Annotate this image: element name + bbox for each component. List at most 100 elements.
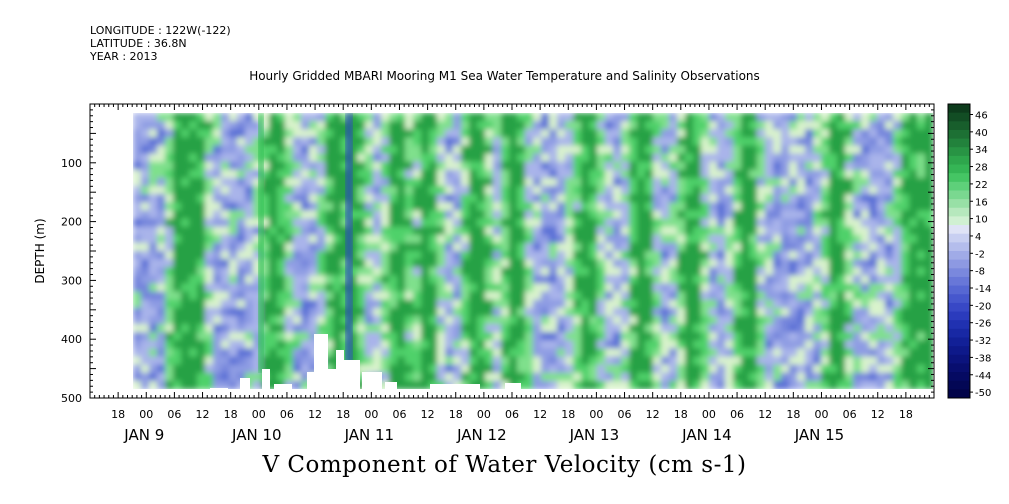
x-hour-tick-label: 12 (196, 408, 210, 421)
colorbar-swatch (948, 354, 970, 364)
colorbar-label: -20 (975, 301, 991, 312)
x-hour-tick-label: 18 (224, 408, 238, 421)
colorbar-swatch (948, 233, 970, 243)
latitude-label: LATITUDE : 36.8N (90, 37, 187, 50)
colorbar-swatch (948, 225, 970, 235)
colorbar-swatch (948, 320, 970, 330)
colorbar-label: 22 (975, 180, 988, 191)
x-day-label: JAN 13 (569, 426, 620, 444)
colorbar-swatch (948, 251, 970, 261)
x-hour-tick-label: 00 (252, 408, 266, 421)
x-day-label: JAN 10 (231, 426, 282, 444)
x-hour-tick-label: 18 (449, 408, 463, 421)
y-tick-label: 200 (61, 216, 82, 229)
x-hour-tick-label: 12 (308, 408, 322, 421)
colorbar-label: -14 (975, 284, 991, 295)
x-day-label: JAN 9 (123, 426, 164, 444)
colorbar-label: -8 (975, 267, 985, 278)
colorbar-label: 4 (975, 232, 981, 243)
colorbar-swatch (948, 104, 970, 114)
x-hour-tick-label: 06 (167, 408, 181, 421)
colorbar-swatch (948, 268, 970, 278)
x-hour-tick-label: 12 (646, 408, 660, 421)
colorbar-swatch (948, 363, 970, 373)
colorbar-swatch (948, 259, 970, 269)
x-hour-tick-label: 12 (533, 408, 547, 421)
x-hour-tick-label: 00 (477, 408, 491, 421)
colorbar-swatch (948, 138, 970, 148)
x-hour-tick-label: 06 (618, 408, 632, 421)
colorbar-swatch (948, 173, 970, 183)
colorbar-label: 28 (975, 163, 988, 174)
x-hour-tick-label: 00 (139, 408, 153, 421)
colorbar-label: -2 (975, 249, 985, 260)
y-tick-label: 100 (61, 157, 82, 170)
colorbar-swatch (948, 181, 970, 191)
colorbar-swatch (948, 199, 970, 209)
colorbar-swatch (948, 328, 970, 338)
colorbar-swatch (948, 207, 970, 217)
year-label: YEAR : 2013 (90, 50, 158, 63)
colorbar-swatch (948, 242, 970, 252)
x-day-label: JAN 15 (794, 426, 845, 444)
x-hour-tick-label: 18 (111, 408, 125, 421)
longitude-label: LONGITUDE : 122W(-122) (90, 24, 231, 37)
colorbar-swatch (948, 389, 970, 399)
y-tick-label: 300 (61, 274, 82, 287)
colorbar-swatch (948, 155, 970, 166)
colorbar-label: -26 (975, 319, 991, 330)
x-hour-tick-label: 12 (421, 408, 435, 421)
y-axis-label: DEPTH (m) (33, 218, 47, 283)
y-tick-label: 400 (61, 333, 82, 346)
colorbar-swatch (948, 311, 970, 321)
colorbar-swatch (948, 276, 970, 287)
x-day-label: JAN 11 (344, 426, 395, 444)
x-hour-tick-label: 18 (786, 408, 800, 421)
colorbar-swatch (948, 112, 970, 122)
colorbar-swatch (948, 190, 970, 200)
colorbar-label: -44 (975, 371, 991, 382)
x-hour-tick-label: 18 (899, 408, 913, 421)
x-hour-tick-label: 06 (280, 408, 294, 421)
colorbar-swatch (948, 285, 970, 295)
colorbar-swatch (948, 147, 970, 157)
colorbar-swatch (948, 164, 970, 174)
x-hour-tick-label: 00 (702, 408, 716, 421)
colorbar-label: -38 (975, 353, 991, 364)
x-hour-tick-label: 00 (814, 408, 828, 421)
colorbar-swatch (948, 372, 970, 382)
x-hour-tick-label: 18 (674, 408, 688, 421)
missing-data-gaps (90, 105, 933, 397)
x-hour-tick-label: 00 (589, 408, 603, 421)
colorbar-swatch (948, 121, 970, 131)
colorbar-swatch (948, 216, 970, 226)
colorbar-label: -50 (975, 388, 991, 399)
x-hour-tick-label: 06 (505, 408, 519, 421)
colorbar-swatch (948, 294, 970, 304)
x-hour-tick-label: 06 (730, 408, 744, 421)
colorbar-label: 16 (975, 197, 988, 208)
colorbar-swatch (948, 380, 970, 390)
colorbar-swatch (948, 129, 970, 140)
chart-title: Hourly Gridded MBARI Mooring M1 Sea Wate… (249, 69, 760, 83)
x-hour-tick-label: 18 (336, 408, 350, 421)
x-day-label: JAN 14 (681, 426, 732, 444)
colorbar-label: 10 (975, 215, 988, 226)
colorbar-swatch (948, 337, 970, 347)
y-tick-label: 500 (61, 392, 82, 405)
variable-title: V Component of Water Velocity (cm s-1) (262, 452, 747, 478)
colorbar-swatch (948, 302, 970, 313)
velocity-field (133, 113, 933, 389)
colorbar-label: -32 (975, 336, 991, 347)
colorbar-swatch (948, 346, 970, 356)
colorbar-label: 46 (975, 111, 988, 122)
x-hour-tick-label: 12 (871, 408, 885, 421)
x-hour-tick-label: 06 (843, 408, 857, 421)
x-hour-tick-label: 00 (364, 408, 378, 421)
colorbar-label: 34 (975, 145, 988, 156)
x-hour-tick-label: 18 (561, 408, 575, 421)
x-hour-tick-label: 06 (392, 408, 406, 421)
x-hour-tick-label: 12 (758, 408, 772, 421)
colorbar: 46 40 34 28 22 16 10 4 -2 -8 -14 -20 -26 -32 -38 -44 -50 (947, 103, 991, 399)
